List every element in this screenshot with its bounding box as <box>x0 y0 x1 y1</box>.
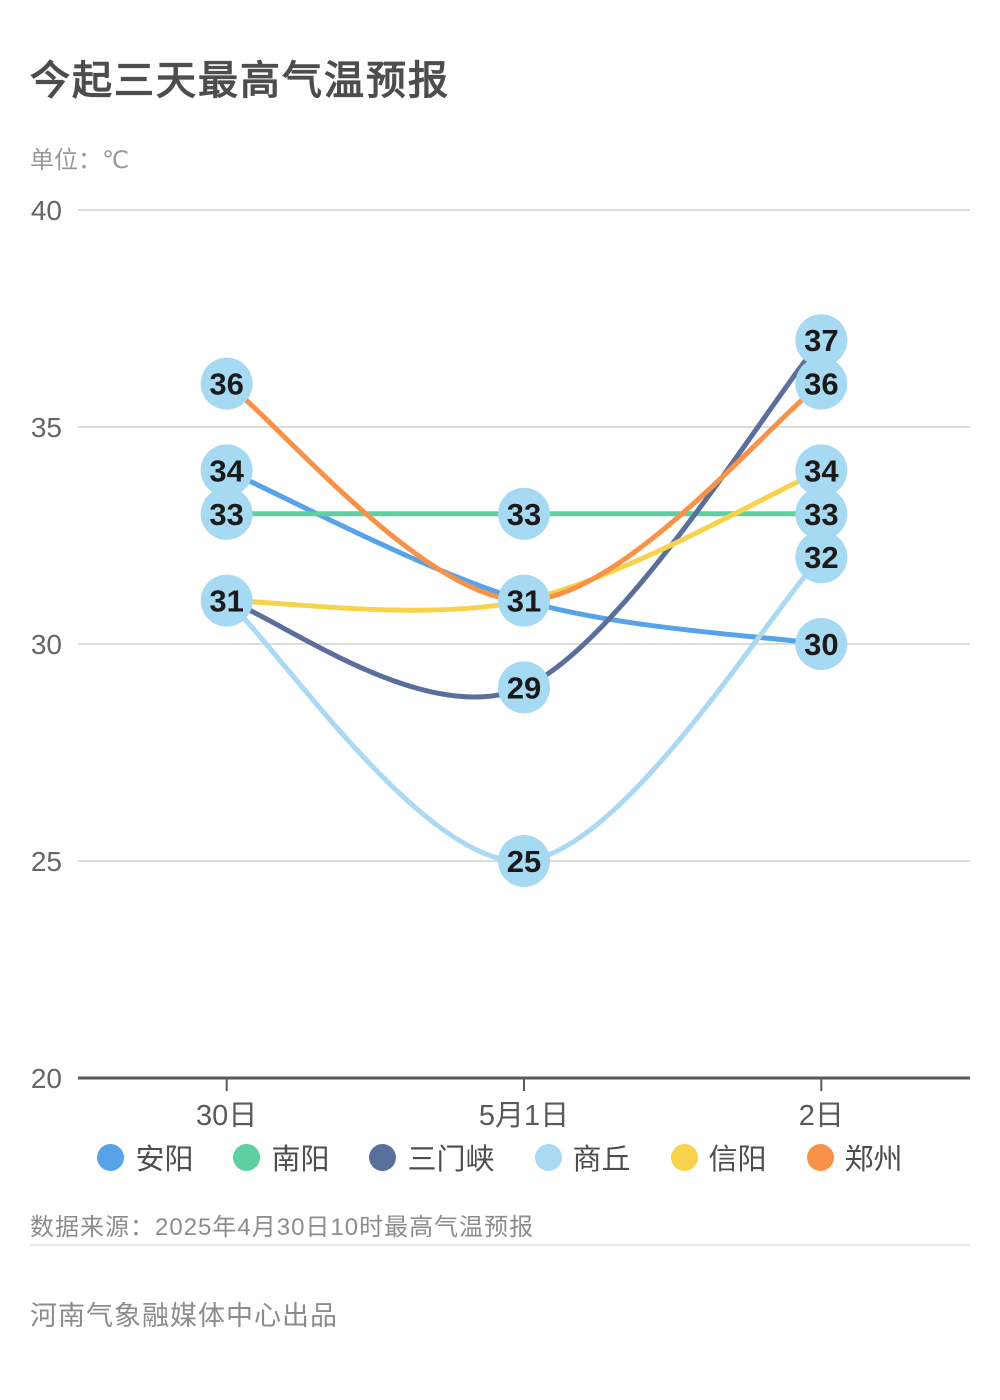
legend-item-zhengzhou[interactable]: 郑州 <box>806 1136 903 1178</box>
data-point-label: 33 <box>209 497 243 532</box>
legend-dot-icon <box>670 1143 698 1171</box>
page-title: 今起三天最高气温预报 <box>30 59 450 103</box>
legend-label: 南阳 <box>271 1144 330 1176</box>
legend-item-nanyang[interactable]: 南阳 <box>233 1136 329 1178</box>
data-point-marker <box>795 487 848 540</box>
legend-dot-icon <box>369 1143 397 1171</box>
y-tick-label: 40 <box>31 195 62 226</box>
data-point-marker <box>498 574 550 627</box>
x-tick-label: 30日 <box>196 1100 257 1132</box>
x-tick-label: 2日 <box>799 1100 844 1132</box>
producer-text: 河南气象融媒体中心出品 <box>30 1301 338 1331</box>
data-point-label: 37 <box>804 323 838 358</box>
unit-label: 单位：℃ <box>30 147 129 174</box>
legend-label: 安阳 <box>135 1144 194 1176</box>
data-point-label: 34 <box>209 453 244 488</box>
data-point-label: 32 <box>804 540 838 575</box>
data-point-marker <box>795 314 848 367</box>
data-point-label: 33 <box>804 497 838 532</box>
data-point-marker <box>795 444 848 497</box>
legend: 安阳 南阳 三门峡 商丘 信阳 郑州 <box>0 1136 1000 1178</box>
legend-dot-icon <box>806 1143 834 1171</box>
legend-item-anyang[interactable]: 安阳 <box>97 1136 193 1178</box>
legend-item-sanmenxia[interactable]: 三门峡 <box>369 1136 495 1178</box>
legend-label: 商丘 <box>572 1144 631 1176</box>
legend-label: 三门峡 <box>407 1144 495 1176</box>
data-point-marker <box>795 531 848 584</box>
data-point-label: 29 <box>507 670 541 705</box>
data-point-marker <box>200 574 253 627</box>
y-tick-label: 30 <box>31 629 62 660</box>
y-tick-label: 20 <box>31 1063 62 1094</box>
data-point-marker <box>200 487 253 540</box>
legend-label: 郑州 <box>844 1144 903 1176</box>
legend-dot-icon <box>534 1143 562 1171</box>
data-point-label: 34 <box>804 453 839 488</box>
y-tick-label: 35 <box>31 412 62 443</box>
data-point-marker <box>498 835 550 887</box>
data-point-label: 31 <box>209 584 243 619</box>
x-tick-label: 5月1日 <box>479 1100 569 1132</box>
data-point-marker <box>795 357 848 410</box>
data-point-label: 31 <box>507 584 541 619</box>
data-point-marker <box>795 618 848 670</box>
legend-item-xinyang[interactable]: 信阳 <box>670 1136 767 1178</box>
data-point-marker <box>200 357 253 410</box>
legend-dot-icon <box>233 1143 261 1171</box>
data-point-label: 30 <box>804 627 838 662</box>
data-point-label: 25 <box>507 844 541 879</box>
data-point-label: 36 <box>209 367 243 402</box>
footer-divider <box>30 1244 970 1246</box>
legend-label: 信阳 <box>708 1144 767 1176</box>
legend-dot-icon <box>97 1143 125 1171</box>
legend-item-shangqiu[interactable]: 商丘 <box>534 1136 631 1178</box>
data-point-marker <box>498 487 550 540</box>
data-point-marker <box>498 661 550 714</box>
data-point-marker <box>200 444 253 497</box>
data-point-label: 33 <box>507 497 541 532</box>
y-tick-label: 25 <box>31 846 62 877</box>
data-point-label: 36 <box>804 367 838 402</box>
data-source-text: 数据来源：2025年4月30日10时最高气温预报 <box>30 1214 535 1241</box>
